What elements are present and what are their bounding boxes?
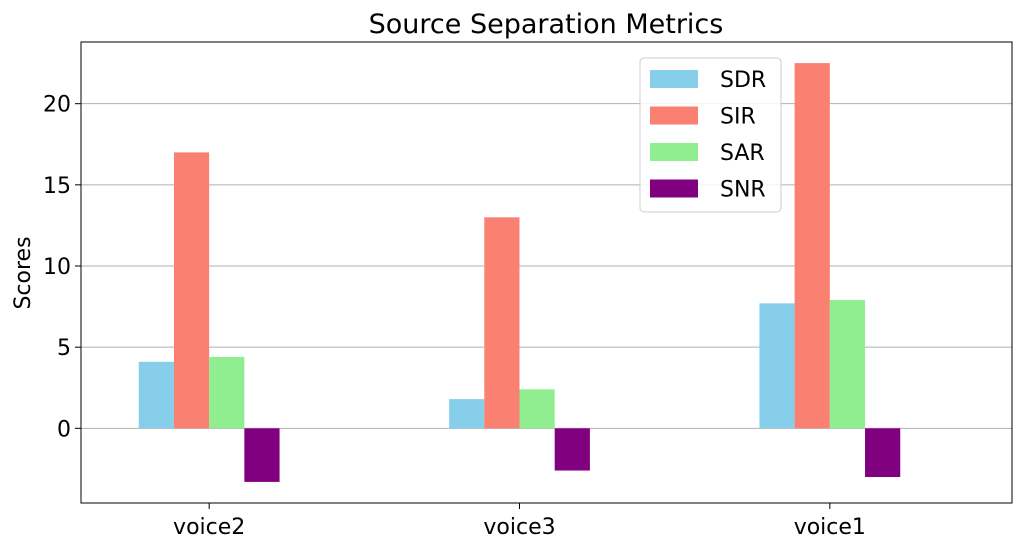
bar-sdr-voice3: [449, 399, 485, 429]
bar-sar-voice3: [519, 389, 555, 429]
legend-swatch-sdr: [650, 70, 698, 88]
x-tick-label: voice2: [173, 515, 245, 540]
chart-title: Source Separation Metrics: [369, 9, 724, 40]
bar-sar-voice1: [829, 300, 866, 429]
bar-snr-voice3: [554, 428, 590, 471]
y-axis-label: Scores: [11, 236, 36, 309]
legend-label-sar: SAR: [720, 141, 765, 166]
bar-sdr-voice1: [759, 303, 795, 429]
plot-area: 0 5 10 15 20 voice2 voice3 voice1: [43, 41, 1013, 540]
x-tick-label: voice1: [794, 515, 866, 540]
bar-snr-voice1: [865, 428, 901, 478]
y-tick-label: 15: [43, 174, 71, 199]
legend-swatch-sar: [650, 143, 698, 161]
legend-swatch-sir: [650, 106, 698, 125]
y-tick-label: 20: [43, 93, 71, 118]
y-tick-label: 0: [57, 417, 71, 442]
legend: SDR SIR SAR SNR: [639, 57, 782, 213]
plot-frame: [80, 41, 1013, 504]
y-tick-label: 5: [57, 336, 71, 361]
legend-label-sdr: SDR: [720, 68, 766, 93]
legend-label-snr: SNR: [720, 178, 766, 203]
bar-snr-voice2: [244, 428, 280, 482]
x-tick-label: voice3: [483, 515, 555, 540]
y-tick-label: 10: [43, 255, 71, 280]
bar-sir-voice3: [484, 217, 520, 429]
bar-sir-voice1: [794, 63, 830, 429]
legend-swatch-snr: [650, 179, 698, 198]
bar-sir-voice2: [173, 152, 210, 429]
legend-box: [639, 57, 782, 213]
bar-sar-voice2: [209, 356, 245, 429]
bar-sdr-voice2: [138, 361, 174, 429]
legend-label-sir: SIR: [720, 105, 756, 130]
